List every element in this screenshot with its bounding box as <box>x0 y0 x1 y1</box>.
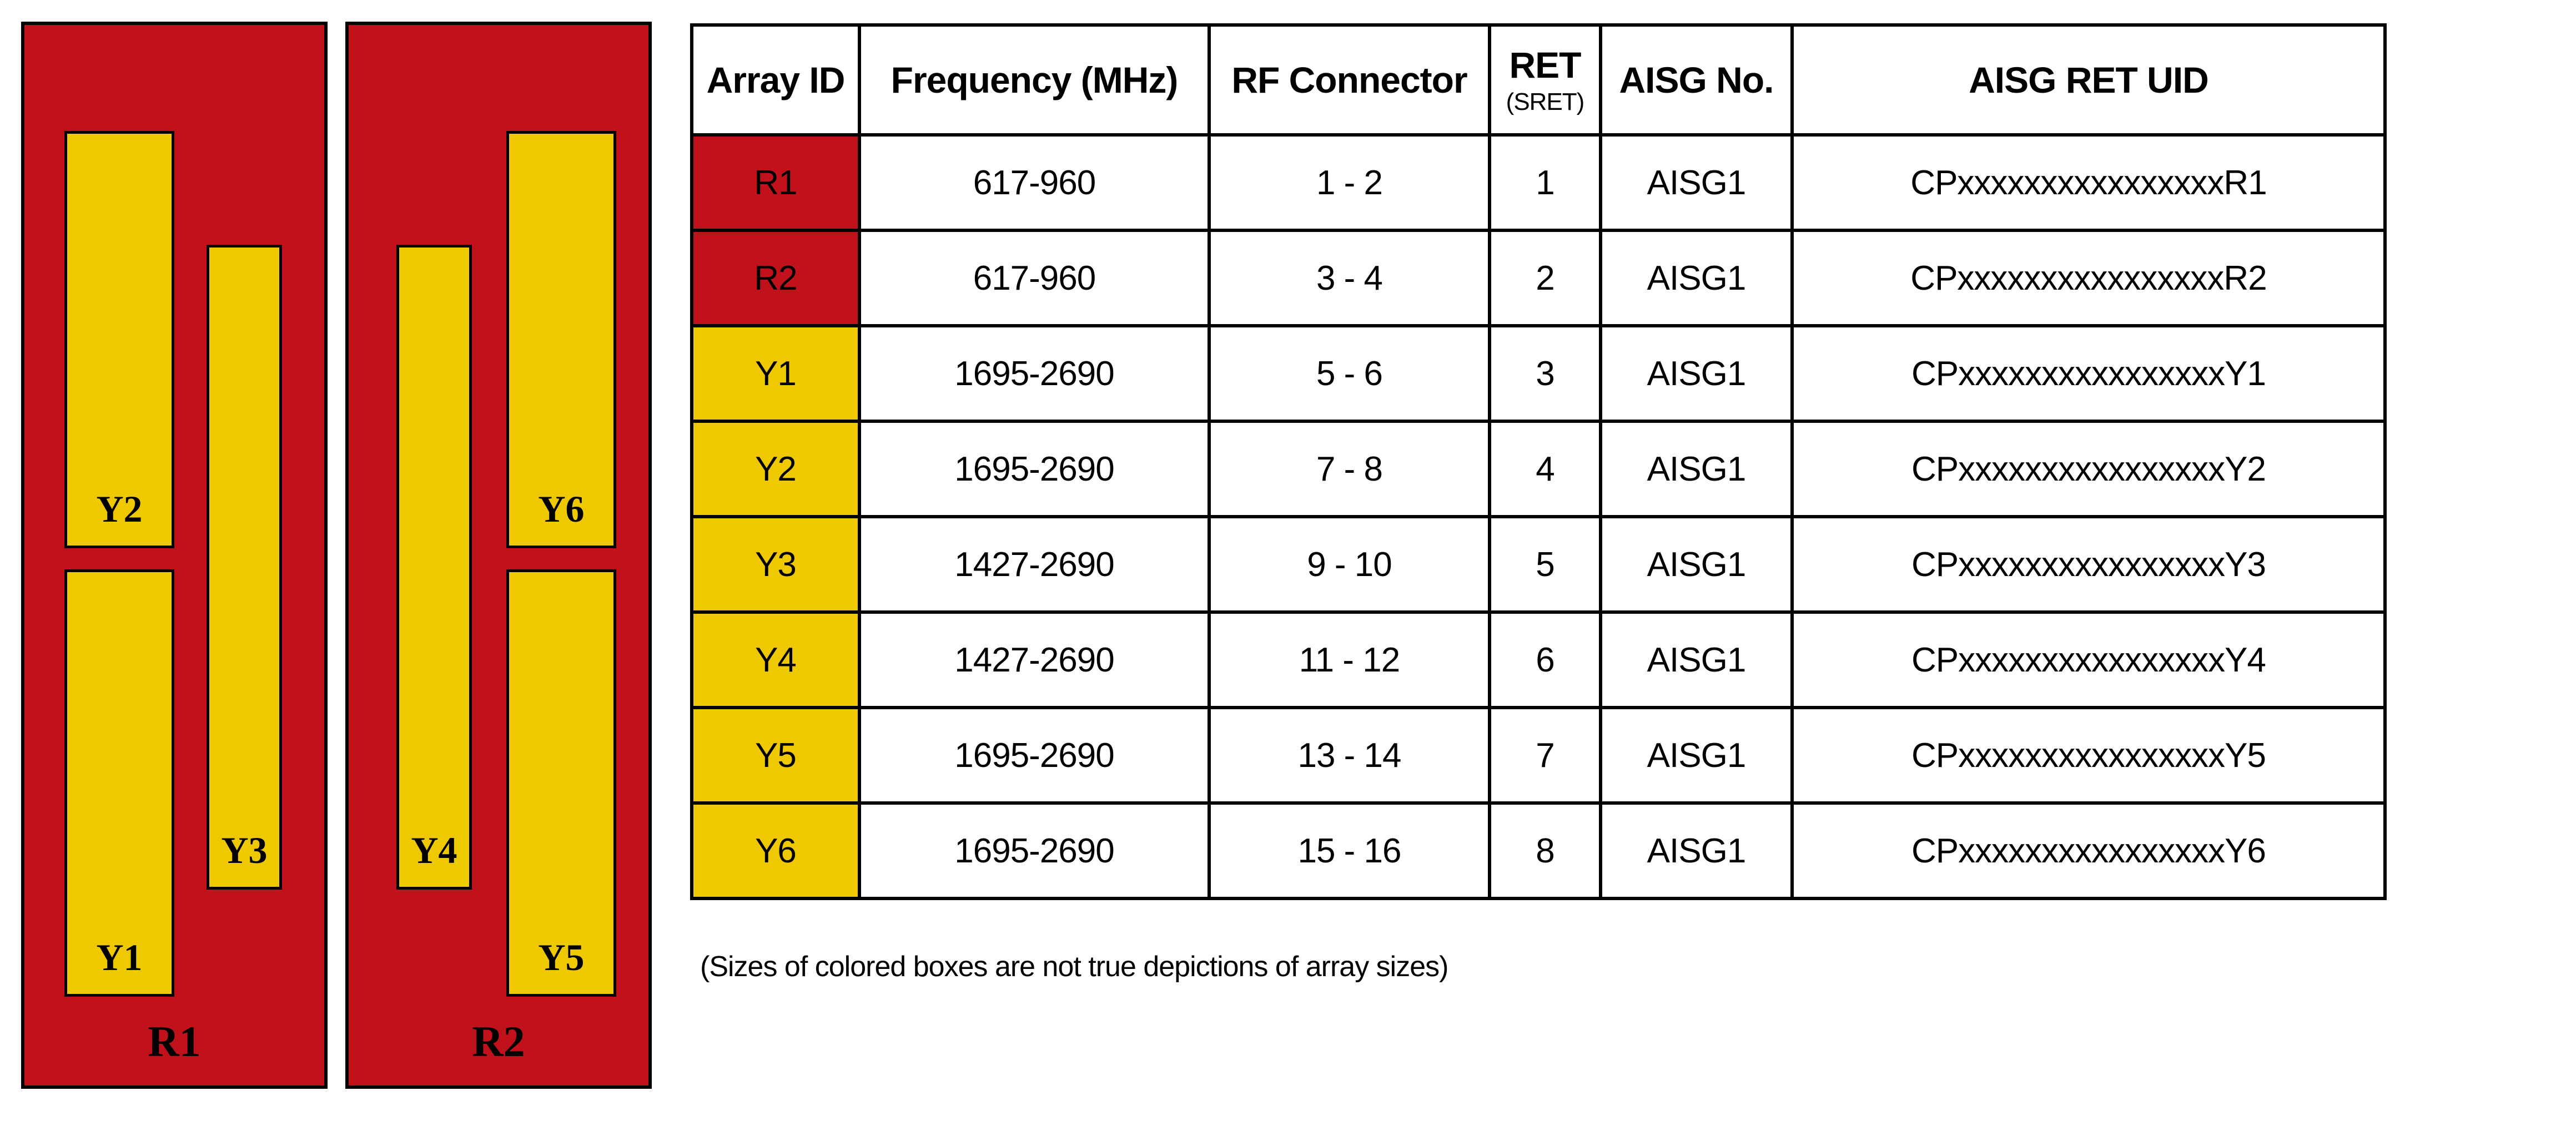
cell-aisg-no: AISG1 <box>1599 801 1794 900</box>
cell-frequency: 617-960 <box>858 229 1211 327</box>
cell-aisg-no: AISG1 <box>1599 229 1794 327</box>
cell-aisg-no: AISG1 <box>1599 324 1794 423</box>
array-box-y1: Y1 <box>64 569 174 997</box>
cell-rf-connector: 11 - 12 <box>1208 610 1491 709</box>
cell-rf-connector: 1 - 2 <box>1208 133 1491 232</box>
header-aisg-ret-uid: AISG RET UID <box>1790 23 2387 137</box>
table-row-y5: Y5 1695-2690 13 - 14 7 AISG1 CPxxxxxxxxx… <box>690 706 2387 805</box>
cell-ret: 7 <box>1488 706 1602 805</box>
header-ret: RET (SRET) <box>1488 23 1602 137</box>
array-box-y6: Y6 <box>506 131 616 548</box>
cell-aisg-ret-uid: CPxxxxxxxxxxxxxxxxY5 <box>1790 706 2387 805</box>
cell-aisg-ret-uid: CPxxxxxxxxxxxxxxxxR2 <box>1790 229 2387 327</box>
array-box-y4: Y4 <box>396 245 472 890</box>
array-box-y3: Y3 <box>207 245 282 890</box>
cell-ret: 8 <box>1488 801 1602 900</box>
header-sret-sub: (SRET) <box>1506 88 1585 115</box>
array-box-label-y2: Y2 <box>96 488 143 530</box>
cell-aisg-no: AISG1 <box>1599 133 1794 232</box>
cell-ret: 5 <box>1488 515 1602 614</box>
cell-aisg-no: AISG1 <box>1599 420 1794 518</box>
header-array-id: Array ID <box>690 23 861 137</box>
array-spec-table: Array ID Frequency (MHz) RF Connector RE… <box>690 23 2387 900</box>
cell-aisg-ret-uid: CPxxxxxxxxxxxxxxxxY3 <box>1790 515 2387 614</box>
cell-aisg-no: AISG1 <box>1599 610 1794 709</box>
cell-array-id: Y5 <box>690 706 861 805</box>
cell-frequency: 1695-2690 <box>858 324 1211 423</box>
cell-ret: 3 <box>1488 324 1602 423</box>
cell-frequency: 1695-2690 <box>858 420 1211 518</box>
array-box-label-y4: Y4 <box>411 829 457 871</box>
cell-rf-connector: 15 - 16 <box>1208 801 1491 900</box>
array-panel-r1: Y2 Y1 Y3 R1 <box>21 22 328 1089</box>
cell-array-id: Y3 <box>690 515 861 614</box>
cell-aisg-no: AISG1 <box>1599 515 1794 614</box>
table-row-y1: Y1 1695-2690 5 - 6 3 AISG1 CPxxxxxxxxxxx… <box>690 324 2387 423</box>
cell-array-id: R1 <box>690 133 861 232</box>
array-panel-r2: Y4 Y6 Y5 R2 <box>345 22 652 1089</box>
cell-aisg-ret-uid: CPxxxxxxxxxxxxxxxxY1 <box>1790 324 2387 423</box>
cell-array-id: Y1 <box>690 324 861 423</box>
cell-rf-connector: 13 - 14 <box>1208 706 1491 805</box>
cell-aisg-ret-uid: CPxxxxxxxxxxxxxxxxY4 <box>1790 610 2387 709</box>
header-rf-connector: RF Connector <box>1208 23 1491 137</box>
cell-aisg-ret-uid: CPxxxxxxxxxxxxxxxxY2 <box>1790 420 2387 518</box>
cell-aisg-ret-uid: CPxxxxxxxxxxxxxxxxR1 <box>1790 133 2387 232</box>
header-aisg-no: AISG No. <box>1599 23 1794 137</box>
table-row-r2: R2 617-960 3 - 4 2 AISG1 CPxxxxxxxxxxxxx… <box>690 229 2387 327</box>
header-frequency: Frequency (MHz) <box>858 23 1211 137</box>
table-row-y6: Y6 1695-2690 15 - 16 8 AISG1 CPxxxxxxxxx… <box>690 801 2387 900</box>
array-box-y5: Y5 <box>506 569 616 997</box>
array-box-label-y3: Y3 <box>221 829 268 871</box>
cell-frequency: 1427-2690 <box>858 610 1211 709</box>
table-header-row: Array ID Frequency (MHz) RF Connector RE… <box>690 23 2387 137</box>
cell-array-id: Y2 <box>690 420 861 518</box>
cell-rf-connector: 5 - 6 <box>1208 324 1491 423</box>
panel-label-r1: R1 <box>148 1017 201 1066</box>
cell-frequency: 1695-2690 <box>858 801 1211 900</box>
cell-rf-connector: 9 - 10 <box>1208 515 1491 614</box>
panel-label-r2: R2 <box>472 1017 525 1066</box>
cell-array-id: R2 <box>690 229 861 327</box>
cell-ret: 1 <box>1488 133 1602 232</box>
cell-frequency: 617-960 <box>858 133 1211 232</box>
cell-ret: 6 <box>1488 610 1602 709</box>
table-row-y2: Y2 1695-2690 7 - 8 4 AISG1 CPxxxxxxxxxxx… <box>690 420 2387 518</box>
table-row-y3: Y3 1427-2690 9 - 10 5 AISG1 CPxxxxxxxxxx… <box>690 515 2387 614</box>
array-box-label-y6: Y6 <box>538 488 585 530</box>
table-row-r1: R1 617-960 1 - 2 1 AISG1 CPxxxxxxxxxxxxx… <box>690 133 2387 232</box>
array-box-y2: Y2 <box>64 131 174 548</box>
cell-ret: 2 <box>1488 229 1602 327</box>
array-box-label-y5: Y5 <box>538 936 585 978</box>
cell-frequency: 1427-2690 <box>858 515 1211 614</box>
header-ret-main: RET <box>1509 44 1582 85</box>
cell-aisg-ret-uid: CPxxxxxxxxxxxxxxxxY6 <box>1790 801 2387 900</box>
cell-ret: 4 <box>1488 420 1602 518</box>
array-box-label-y1: Y1 <box>96 936 143 978</box>
cell-rf-connector: 3 - 4 <box>1208 229 1491 327</box>
cell-aisg-no: AISG1 <box>1599 706 1794 805</box>
cell-rf-connector: 7 - 8 <box>1208 420 1491 518</box>
cell-array-id: Y4 <box>690 610 861 709</box>
cell-array-id: Y6 <box>690 801 861 900</box>
table-row-y4: Y4 1427-2690 11 - 12 6 AISG1 CPxxxxxxxxx… <box>690 610 2387 709</box>
diagram-footnote: (Sizes of colored boxes are not true dep… <box>700 951 1448 983</box>
cell-frequency: 1695-2690 <box>858 706 1211 805</box>
